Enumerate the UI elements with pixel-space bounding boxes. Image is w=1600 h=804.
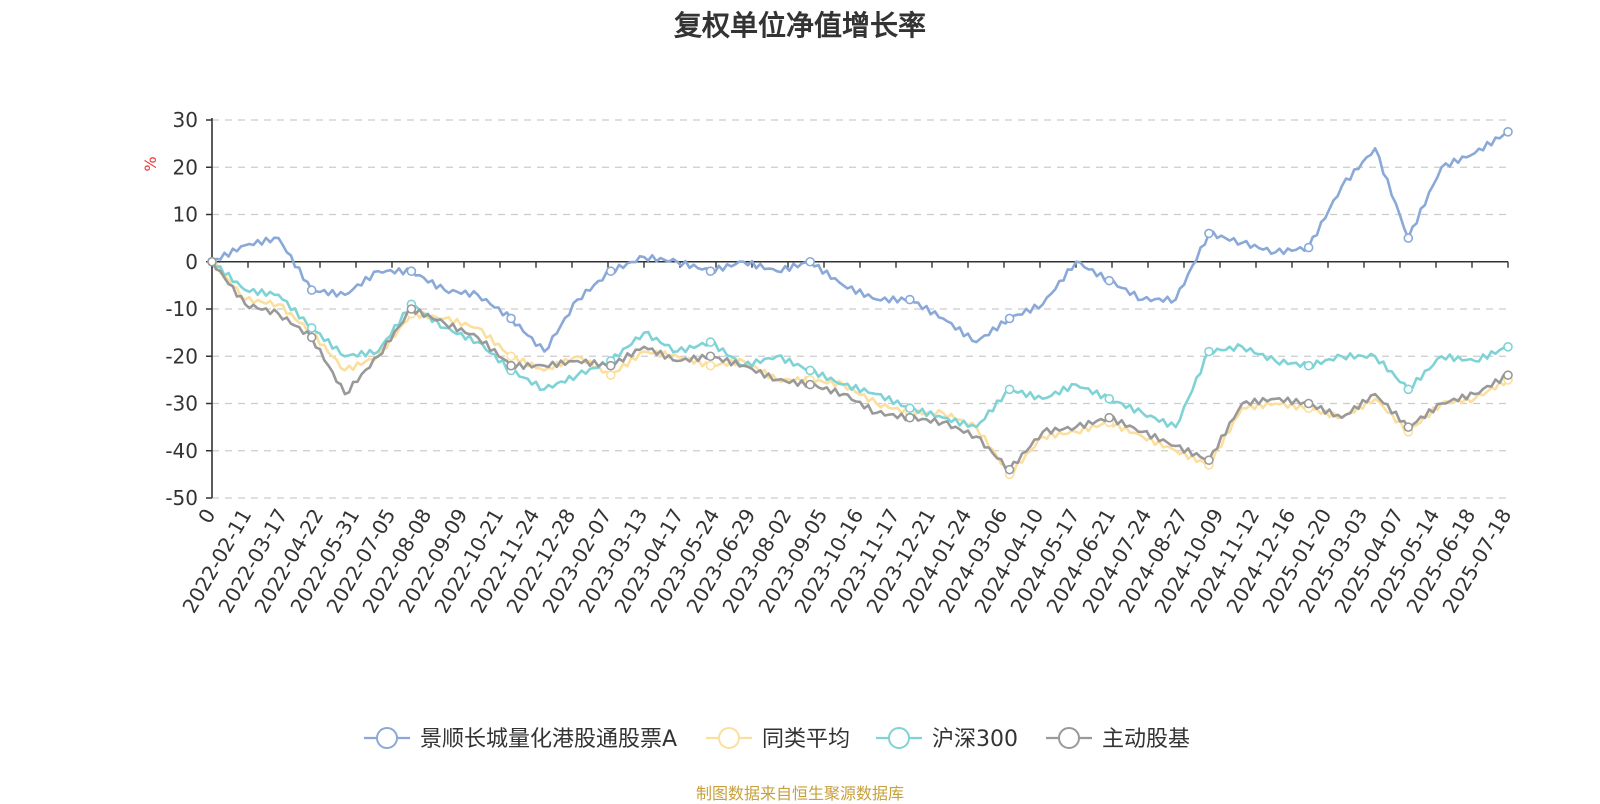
y-tick-label-8: -50 (165, 486, 198, 510)
series-point-0-27 (1104, 275, 1115, 286)
y-tick-labels: 30 20 10 0 -10 -20 -30 -40 -50 (165, 108, 198, 510)
legend-marker-icon-2 (888, 727, 910, 749)
legend[interactable]: 景顺长城量化港股通股票A 同类平均 沪深300 主动股基 (364, 727, 1190, 752)
series-point-0-24 (1004, 313, 1015, 324)
series-point-3-6 (406, 304, 417, 314)
series-point-3-39 (1503, 370, 1513, 380)
series-point-0-18 (805, 256, 815, 267)
legend-item-1[interactable]: 同类平均 (706, 727, 850, 752)
y-tick-label-6: -30 (165, 392, 198, 416)
y-tick-label-0: 30 (173, 108, 198, 132)
legend-item-2[interactable]: 沪深300 (876, 727, 1018, 752)
series-point-0-6 (406, 266, 417, 277)
series-point-2-27 (1104, 393, 1115, 404)
y-tick-label-7: -40 (165, 439, 198, 463)
series-point-0-3 (306, 285, 317, 295)
series-point-1-12 (605, 370, 616, 380)
series-point-0-39 (1503, 127, 1513, 137)
series-point-2-3 (306, 323, 317, 333)
series-point-0-30 (1204, 228, 1214, 239)
series-point-0-36 (1403, 233, 1414, 243)
series-lines (207, 127, 1513, 480)
series-point-2-33 (1303, 360, 1314, 371)
series-point-2-24 (1004, 384, 1015, 395)
series-point-3-3 (306, 332, 317, 343)
legend-item-0[interactable]: 景顺长城量化港股通股票A (364, 727, 677, 752)
legend-label-2: 沪深300 (932, 727, 1018, 752)
series-point-3-21 (905, 412, 915, 423)
legend-label-1: 同类平均 (762, 727, 850, 752)
series-line-0 (211, 130, 1509, 353)
axes (206, 118, 1509, 499)
legend-marker-icon-3 (1058, 727, 1080, 749)
series-point-3-0 (207, 256, 217, 267)
series-point-0-12 (605, 266, 616, 277)
legend-label-0: 景顺长城量化港股通股票A (420, 727, 677, 752)
series-point-3-15 (705, 351, 716, 362)
series-point-2-15 (705, 337, 716, 347)
series-point-3-12 (605, 360, 616, 371)
legend-label-3: 主动股基 (1102, 727, 1190, 752)
legend-marker-icon-0 (376, 727, 398, 749)
source-note: 制图数据来自恒生聚源数据库 (695, 784, 904, 803)
series-0 (207, 127, 1513, 353)
y-tick-label-2: 10 (173, 203, 198, 227)
legend-item-3[interactable]: 主动股基 (1046, 727, 1190, 752)
series-point-3-33 (1303, 398, 1314, 409)
series-point-3-30 (1204, 455, 1214, 466)
y-tick-label-4: -10 (165, 297, 198, 321)
series-line-3 (210, 261, 1509, 471)
series-point-3-9 (506, 360, 516, 371)
series-point-0-15 (705, 266, 716, 277)
legend-marker-icon-1 (718, 727, 740, 749)
grid-lines (212, 119, 1508, 499)
chart-title: 复权单位净值增长率 (673, 9, 926, 42)
y-axis-unit-label: % (141, 156, 160, 171)
series-point-0-9 (506, 313, 516, 324)
series-point-2-30 (1204, 346, 1214, 357)
series-point-1-9 (506, 351, 516, 362)
y-tick-label-1: 20 (173, 155, 198, 179)
x-tick-labels: 02022-02-112022-03-172022-04-222022-05-3… (177, 505, 1516, 618)
series-point-2-36 (1403, 384, 1414, 395)
series-point-3-24 (1004, 464, 1015, 475)
y-tick-label-3: 0 (185, 250, 198, 274)
series-point-1-15 (705, 360, 716, 371)
series-point-2-39 (1503, 341, 1513, 352)
series-point-2-21 (905, 403, 915, 414)
series-3 (207, 256, 1513, 475)
series-point-3-36 (1403, 422, 1414, 432)
series-point-0-33 (1303, 242, 1314, 253)
series-point-0-21 (905, 294, 915, 305)
x-tick-label-0: 0 (193, 505, 220, 528)
series-point-3-27 (1104, 412, 1115, 423)
y-tick-label-5: -20 (165, 344, 198, 368)
series-point-2-18 (805, 365, 815, 376)
series-point-3-18 (805, 379, 815, 390)
